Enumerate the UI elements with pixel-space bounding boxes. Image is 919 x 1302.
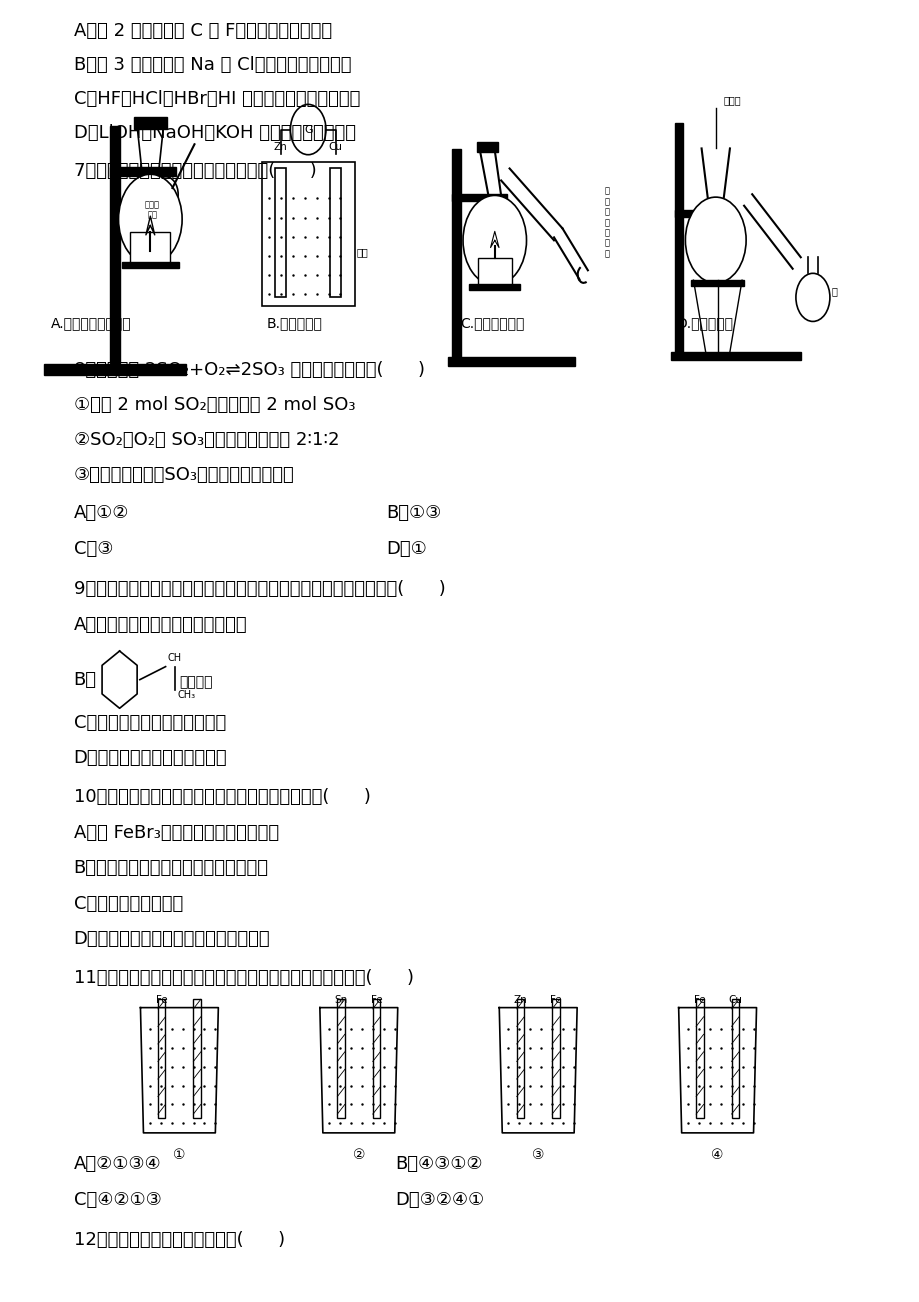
Text: 9．苯环结构中，不存在单、双键交替结构，不能作为证据的事实是(      ): 9．苯环结构中，不存在单、双键交替结构，不能作为证据的事实是( ) (74, 579, 445, 598)
Text: A.除去乙醇中的乙酸: A.除去乙醇中的乙酸 (51, 316, 131, 329)
Text: CH₃: CH₃ (177, 690, 196, 700)
Text: B．第 3 周期元素从 Na 到 Cl，原子半径逐渐增大: B．第 3 周期元素从 Na 到 Cl，原子半径逐渐增大 (74, 56, 351, 74)
Text: 饱
和
碳
酸
钠
溶
液: 饱 和 碳 酸 钠 溶 液 (604, 186, 609, 258)
Text: D．乙醇在铜做催化剂的条件下生成乙醛: D．乙醇在铜做催化剂的条件下生成乙醛 (74, 930, 270, 948)
Bar (193, 999, 200, 1118)
Text: D．LiOH、NaOH、KOH 的碱性依次逐渐增强: D．LiOH、NaOH、KOH 的碱性依次逐渐增强 (74, 124, 356, 142)
Text: B．: B． (74, 671, 96, 689)
Text: Fe: Fe (370, 995, 382, 1005)
Text: C．乙烯在空气中燃烧: C．乙烯在空气中燃烧 (74, 894, 183, 913)
Text: ①消耗 2 mol SO₂的同时生成 2 mol SO₃: ①消耗 2 mol SO₂的同时生成 2 mol SO₃ (74, 396, 355, 414)
Bar (44, 365, 186, 375)
Bar (477, 258, 511, 288)
Text: Sn: Sn (335, 995, 347, 1005)
Bar (452, 194, 507, 202)
Text: ④: ④ (710, 1148, 723, 1161)
Text: B．④③①②: B．④③①② (395, 1155, 482, 1173)
Text: D．①: D．① (386, 540, 426, 559)
Text: D.石油的分馏: D.石油的分馏 (675, 316, 732, 329)
Bar (691, 280, 743, 286)
Text: 酒精: 酒精 (357, 247, 369, 258)
Bar (133, 117, 167, 129)
Text: 水: 水 (830, 286, 836, 297)
Bar (551, 999, 559, 1118)
Text: B．①③: B．①③ (386, 504, 441, 522)
Circle shape (462, 195, 526, 285)
Bar (675, 211, 727, 217)
Bar (121, 262, 179, 268)
Text: C．③: C．③ (74, 540, 113, 559)
Text: C.制取乙酸乙酯: C.制取乙酸乙酯 (460, 316, 524, 329)
Bar (448, 357, 574, 366)
Bar (261, 163, 355, 306)
Circle shape (795, 273, 829, 322)
Text: Cu: Cu (328, 142, 343, 152)
Text: 只有一种: 只有一种 (179, 676, 212, 689)
Bar (671, 352, 800, 361)
Text: ③反应混合物中，SO₃的质量分数不再改变: ③反应混合物中，SO₃的质量分数不再改变 (74, 466, 294, 484)
Text: C．④②①③: C．④②①③ (74, 1191, 161, 1210)
Text: Cu: Cu (728, 995, 742, 1005)
Bar (275, 168, 286, 297)
Text: D．苯与溴水不会发生加成反应: D．苯与溴水不会发生加成反应 (74, 749, 227, 767)
Bar (158, 999, 165, 1118)
Text: ③: ③ (531, 1148, 544, 1161)
Text: Fe: Fe (693, 995, 705, 1005)
Text: A．①②: A．①② (74, 504, 129, 522)
Text: 10．下列过程所发生的化学变化属于取代反应的是(      ): 10．下列过程所发生的化学变化属于取代反应的是( ) (74, 788, 370, 806)
Circle shape (290, 104, 325, 155)
Text: 温度计: 温度计 (723, 95, 741, 104)
Text: 11．各烧杯中盛有海水，铁在其中被腐蚀由快到慢的顺序为(      ): 11．各烧杯中盛有海水，铁在其中被腐蚀由快到慢的顺序为( ) (74, 969, 414, 987)
Bar (476, 142, 497, 152)
Text: A．在 FeBr₃催化作用下苯与液溴反应: A．在 FeBr₃催化作用下苯与液溴反应 (74, 824, 278, 842)
Text: A．②①③④: A．②①③④ (74, 1155, 161, 1173)
Text: Zn: Zn (274, 142, 288, 152)
Bar (130, 232, 170, 266)
Bar (696, 999, 703, 1118)
Text: CH: CH (167, 652, 181, 663)
Text: Zn: Zn (513, 995, 527, 1005)
Text: 12．下列有关叙述中不正确的是(      ): 12．下列有关叙述中不正确的是( ) (74, 1230, 284, 1249)
Text: Fe: Fe (550, 995, 562, 1005)
Bar (330, 168, 341, 297)
Bar (675, 122, 683, 352)
Text: B.形成原电池: B.形成原电池 (267, 316, 323, 329)
Text: ①: ① (173, 1148, 186, 1161)
Text: ②SO₂、O₂与 SO₃的物质的量之比为 2∶1∶2: ②SO₂、O₂与 SO₃的物质的量之比为 2∶1∶2 (74, 431, 339, 449)
Bar (469, 284, 519, 290)
Bar (372, 999, 380, 1118)
Text: A．苯不能使酸性高锰酸钾溶液退色: A．苯不能使酸性高锰酸钾溶液退色 (74, 616, 247, 634)
Bar (452, 148, 460, 358)
Bar (109, 167, 176, 176)
Bar (337, 999, 345, 1118)
Text: B．在镍做催化剂的条件下苯与氢气反应: B．在镍做催化剂的条件下苯与氢气反应 (74, 859, 268, 878)
Bar (516, 999, 524, 1118)
Text: 8．可逆反应 2SO₂+O₂⇌2SO₃ 达到平衡的标志是(      ): 8．可逆反应 2SO₂+O₂⇌2SO₃ 达到平衡的标志是( ) (74, 361, 425, 379)
Text: G: G (303, 125, 312, 134)
Text: 乙醇、
乙酸: 乙醇、 乙酸 (145, 201, 160, 220)
Circle shape (119, 174, 182, 264)
Text: Fe: Fe (155, 995, 167, 1005)
Text: A．第 2 周期元素从 C 到 F，非金属性逐渐减弱: A．第 2 周期元素从 C 到 F，非金属性逐渐减弱 (74, 22, 332, 40)
Bar (731, 999, 738, 1118)
Text: ②: ② (352, 1148, 365, 1161)
Text: D．③②④①: D．③②④① (395, 1191, 484, 1210)
Text: C．HF、HCl、HBr、HI 的热稳定性依次逐渐增强: C．HF、HCl、HBr、HI 的热稳定性依次逐渐增强 (74, 90, 359, 108)
Text: 7．下列装置或操作能达到实验目的的是(      ): 7．下列装置或操作能达到实验目的的是( ) (74, 161, 316, 180)
Bar (109, 125, 120, 363)
Text: C．苯燃烧产物是二氧化碳和水: C．苯燃烧产物是二氧化碳和水 (74, 713, 225, 732)
Circle shape (685, 197, 745, 283)
